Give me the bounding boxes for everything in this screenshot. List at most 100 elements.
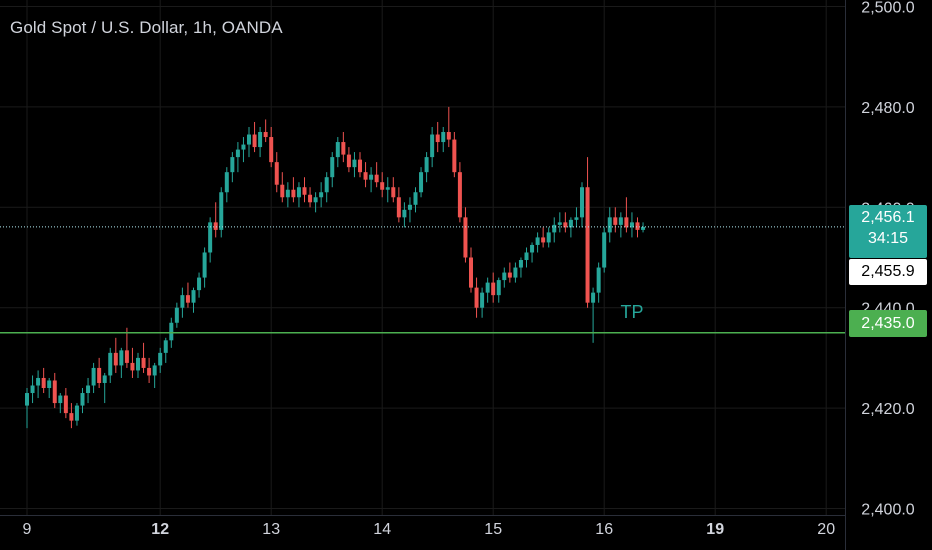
candle [86, 377, 91, 404]
candle-body [530, 244, 535, 253]
candle [25, 388, 29, 429]
candle-body [546, 232, 551, 243]
candle [568, 217, 573, 238]
candle-body [374, 174, 379, 183]
candle-body [247, 134, 251, 145]
candle [596, 262, 601, 303]
candle-body [491, 282, 496, 296]
candle-body [457, 172, 462, 218]
candle-body [47, 380, 52, 389]
tp-annotation-label: TP [620, 302, 643, 322]
candle-body [113, 352, 118, 366]
candle-body [369, 174, 374, 180]
candle [291, 177, 296, 203]
candle-body [230, 157, 235, 173]
candle [285, 182, 290, 208]
candle [197, 272, 202, 298]
candle-body [291, 189, 296, 198]
candle [152, 362, 157, 389]
candle [385, 177, 390, 203]
candle-body [613, 217, 618, 225]
grid [0, 0, 845, 515]
candle [41, 367, 46, 394]
candle [136, 352, 140, 378]
candle [263, 119, 268, 143]
candle [624, 197, 629, 233]
candle-body [185, 295, 190, 303]
candle [580, 182, 584, 228]
candle [641, 222, 646, 233]
y-tick-label: 2,400.0 [861, 501, 914, 518]
candle-body [629, 222, 634, 228]
candle [330, 152, 335, 188]
last-price-value: 2,456.1 [861, 209, 915, 226]
candle-body [474, 287, 479, 308]
candle-body [285, 189, 290, 198]
candle [147, 357, 152, 383]
candle-body [580, 187, 584, 218]
candle-body [52, 380, 57, 404]
candle-body [641, 226, 646, 230]
candle-body [335, 142, 340, 158]
bar-countdown: 34:15 [867, 230, 909, 247]
last-price-badge: 2,456.1 34:15 [849, 205, 927, 258]
candle-body [174, 307, 179, 323]
candle [602, 227, 607, 273]
candle [585, 157, 590, 308]
candle-body [607, 217, 612, 233]
time-axis[interactable]: 9 12 13 14 15 16 19 20 [23, 521, 836, 538]
candle [52, 372, 57, 409]
candle [97, 357, 102, 389]
candle-body [319, 192, 324, 198]
candle [452, 132, 457, 178]
candle-body [58, 395, 63, 404]
candle-body [274, 162, 279, 185]
candle-body [180, 295, 185, 308]
candle-body [596, 267, 601, 293]
candle-body [324, 177, 329, 193]
candle-body [63, 395, 68, 414]
candle [335, 137, 340, 168]
candle-body [313, 197, 318, 203]
candle [530, 242, 535, 263]
candle [552, 217, 557, 243]
candle-body [280, 184, 285, 198]
candle [607, 207, 612, 243]
chart-title: Gold Spot / U.S. Dollar, 1h, OANDA [10, 18, 283, 37]
candle-body [507, 272, 512, 278]
candle [507, 262, 512, 283]
candle [74, 403, 79, 426]
candle [296, 182, 301, 208]
candle-body [91, 367, 96, 386]
candle-body [568, 219, 573, 228]
candle-body [119, 350, 124, 366]
candle [258, 126, 263, 158]
candle-body [452, 139, 457, 173]
candle [269, 126, 274, 168]
candle [80, 388, 85, 414]
candle-body [213, 222, 218, 230]
candle-body [330, 157, 335, 178]
candle [513, 262, 518, 283]
candle-body [380, 182, 385, 190]
y-tick-label: 2,480.0 [861, 100, 914, 117]
tp-price-badge: 2,435.0 [849, 310, 927, 337]
candle-body [346, 154, 351, 168]
candle-body [413, 192, 418, 205]
candle [302, 177, 307, 203]
candle [557, 212, 562, 233]
candle-body [235, 149, 240, 158]
horizontal-lines [0, 226, 845, 334]
candle-body [141, 357, 146, 368]
candle [441, 126, 446, 153]
candle [358, 152, 362, 178]
candle-body [385, 187, 390, 190]
x-tick-label: 13 [262, 521, 280, 538]
candle [635, 217, 640, 238]
candle [180, 287, 185, 318]
candle-body [563, 222, 568, 228]
candle [396, 187, 401, 223]
candle-body [469, 257, 473, 288]
candle [113, 337, 118, 373]
